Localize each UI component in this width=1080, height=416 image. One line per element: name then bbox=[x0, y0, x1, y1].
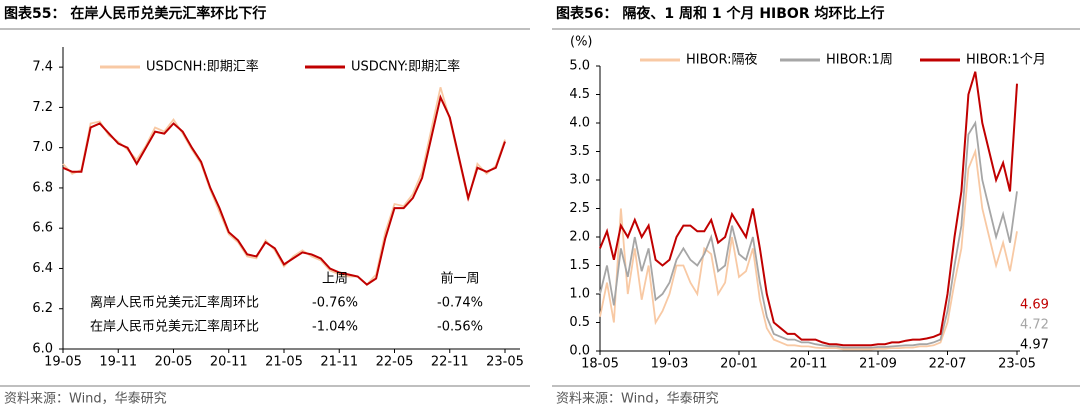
y-tick-label: 6.8 bbox=[32, 180, 53, 195]
chart-title: 图表55： 在岸人民币兑美元汇率环比下行 bbox=[4, 5, 266, 22]
y-tick-label: 7.4 bbox=[32, 60, 53, 75]
legend-label: HIBOR:隔夜 bbox=[686, 53, 758, 68]
end-label: 4.69 bbox=[1020, 298, 1049, 313]
series-line bbox=[599, 120, 1018, 349]
table-row-label: 离岸人民币兑美元汇率周环比 bbox=[90, 295, 259, 311]
table-cell: -0.56% bbox=[437, 320, 483, 335]
table-cell: -0.76% bbox=[312, 296, 358, 311]
x-tick-label: 19-11 bbox=[99, 355, 137, 370]
legend-label: HIBOR:1周 bbox=[826, 53, 893, 68]
table-header: 上周 bbox=[322, 272, 348, 287]
y-tick-label: 3.0 bbox=[569, 173, 590, 188]
table-cell: -0.74% bbox=[437, 296, 483, 311]
source: 资料来源：Wind，华泰研究 bbox=[4, 392, 167, 407]
x-tick-label: 20-11 bbox=[790, 357, 828, 372]
legend-label: HIBOR:1个月 bbox=[966, 53, 1046, 68]
y-tick-label: 4.5 bbox=[569, 87, 590, 102]
x-tick-label: 19-05 bbox=[44, 355, 82, 370]
legend-label: USDCNH:即期汇率 bbox=[146, 59, 259, 75]
y-tick-label: 7.2 bbox=[32, 100, 53, 115]
table-header: 前一周 bbox=[440, 271, 479, 287]
x-tick-label: 20-05 bbox=[155, 355, 193, 370]
y-tick-label: 4.0 bbox=[569, 116, 590, 131]
y-tick-label: 0.5 bbox=[569, 315, 590, 330]
y-tick-label: 1.0 bbox=[569, 287, 590, 302]
x-tick-label: 22-11 bbox=[431, 355, 469, 370]
y-tick-label: 3.5 bbox=[569, 144, 590, 159]
y-tick-label: 7.0 bbox=[32, 140, 53, 155]
x-tick-label: 20-11 bbox=[210, 355, 248, 370]
end-label: 4.97 bbox=[1020, 338, 1049, 353]
y-tick-label: 6.2 bbox=[32, 301, 53, 316]
y-tick-label: 2.5 bbox=[569, 201, 590, 216]
table-row-label: 在岸人民币兑美元汇率周环比 bbox=[90, 319, 259, 335]
y-tick-label: 6.0 bbox=[32, 342, 53, 357]
x-tick-label: 18-05 bbox=[581, 357, 619, 372]
series-line bbox=[62, 87, 506, 286]
x-tick-label: 22-05 bbox=[376, 355, 414, 370]
y-tick-label: 5.0 bbox=[569, 59, 590, 74]
chart-title: 图表56： 隔夜、1 周和 1 个月 HIBOR 均环比上行 bbox=[556, 5, 885, 22]
x-tick-label: 21-05 bbox=[265, 355, 303, 370]
legend-label: USDCNY:即期汇率 bbox=[351, 59, 460, 75]
series-line bbox=[62, 94, 506, 286]
series-line bbox=[599, 147, 1018, 351]
x-tick-label: 21-09 bbox=[859, 357, 897, 372]
x-tick-label: 22-07 bbox=[929, 357, 967, 372]
x-tick-label: 23-05 bbox=[998, 357, 1036, 372]
y-tick-label: 0.0 bbox=[569, 344, 590, 359]
y-tick-label: 6.4 bbox=[32, 261, 53, 276]
x-tick-label: 19-03 bbox=[651, 357, 689, 372]
x-tick-label: 21-11 bbox=[320, 355, 358, 370]
y-tick-label: 2.0 bbox=[569, 230, 590, 245]
end-label: 4.72 bbox=[1020, 318, 1049, 333]
table-cell: -1.04% bbox=[312, 320, 358, 335]
y-tick-label: 1.5 bbox=[569, 258, 590, 273]
y-tick-label: 6.6 bbox=[32, 221, 53, 236]
series-line bbox=[599, 71, 1018, 347]
y-axis-label: (%) bbox=[570, 35, 593, 50]
x-tick-label: 23-05 bbox=[486, 355, 524, 370]
source: 资料来源：Wind，华泰研究 bbox=[556, 392, 719, 407]
x-tick-label: 20-01 bbox=[720, 357, 758, 372]
